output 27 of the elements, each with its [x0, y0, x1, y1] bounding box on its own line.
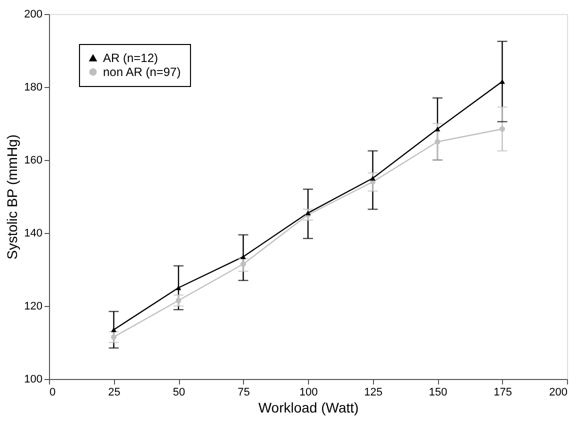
point — [176, 298, 182, 304]
x-tick-label: 125 — [364, 386, 382, 398]
y-axis-title: Systolic BP (mmHg) — [4, 134, 20, 260]
x-tick-label: 150 — [428, 386, 448, 398]
y-tick-label: 120 — [24, 300, 42, 312]
legend-label: AR (n=12) — [103, 51, 158, 65]
x-tick-label: 0 — [50, 386, 56, 398]
legend-label: non AR (n=97) — [103, 65, 181, 79]
y-tick-label: 180 — [24, 82, 42, 94]
point — [370, 176, 376, 181]
point — [500, 126, 505, 132]
x-tick-label: 25 — [108, 386, 120, 398]
y-tick-label: 160 — [24, 154, 42, 166]
x-tick-label: 75 — [238, 386, 250, 398]
x-tick-label: 200 — [549, 386, 568, 398]
y-tick-label: 200 — [24, 8, 42, 20]
point — [500, 79, 505, 84]
point — [434, 139, 440, 144]
x-tick-label: 175 — [494, 386, 512, 398]
y-tick-label: 100 — [24, 374, 42, 386]
y-tick-label: 140 — [24, 228, 42, 240]
point — [434, 126, 440, 132]
x-axis-title: Workload (Watt) — [258, 400, 359, 416]
x-tick-label: 50 — [172, 386, 186, 398]
x-tick-label: 100 — [299, 386, 318, 398]
point — [111, 334, 116, 340]
point — [240, 261, 246, 267]
